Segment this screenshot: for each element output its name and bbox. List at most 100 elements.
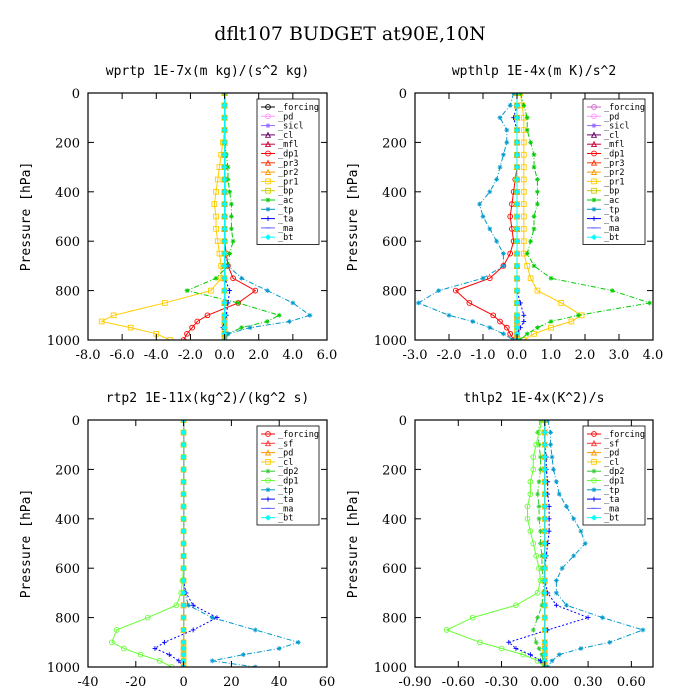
series-ta-point bbox=[521, 312, 527, 318]
series-ac-point bbox=[575, 312, 581, 318]
chart-panel-1: wprtp 1E-7x(m kg)/(s^2 kg) Pressure [hPa]… bbox=[19, 64, 337, 363]
legend-sicl-marker bbox=[591, 123, 597, 128]
series-dp1-point bbox=[490, 312, 497, 319]
legend-cl-label: _cl bbox=[278, 131, 293, 141]
series-tp-point bbox=[487, 325, 493, 331]
series-tp-point bbox=[290, 300, 296, 306]
x-tick-label: -0.90 bbox=[398, 675, 431, 690]
legend-pr1-marker bbox=[265, 178, 271, 185]
series-tp-point bbox=[436, 288, 442, 293]
x-tick-label: 0.00 bbox=[530, 675, 559, 690]
legend-dp1-label: _dp1 bbox=[278, 150, 298, 160]
y-tick-label: 600 bbox=[382, 235, 407, 250]
legend-ta-marker bbox=[591, 496, 597, 502]
series-tp-point bbox=[487, 189, 493, 195]
legend-bp-label: _bp bbox=[604, 187, 619, 197]
series-tp-point bbox=[185, 602, 191, 608]
legend-cl-marker bbox=[264, 131, 272, 138]
legend-pr1-label: _pr1 bbox=[278, 177, 298, 187]
y-tick-label: 1000 bbox=[374, 334, 407, 349]
series-bt-point bbox=[514, 176, 520, 183]
series-dp2-point bbox=[533, 639, 539, 645]
x-tick-label: 40 bbox=[271, 675, 288, 690]
series-tp-point bbox=[497, 115, 503, 121]
x-tick-label: 4.0 bbox=[643, 348, 664, 363]
series-pr1-point bbox=[167, 337, 173, 340]
legend-bp-label: _bp bbox=[278, 187, 293, 197]
legend-pr3-marker bbox=[590, 159, 598, 166]
series-tp-point bbox=[564, 504, 569, 509]
series-dp2-point bbox=[538, 528, 543, 534]
series-bt-point bbox=[541, 441, 548, 448]
series-group bbox=[98, 93, 313, 340]
legend-dp1-label: _dp1 bbox=[604, 150, 624, 160]
series-pr1-point bbox=[520, 139, 527, 146]
series-bt-point bbox=[514, 287, 520, 294]
legend-ta-label: _ta bbox=[278, 495, 293, 505]
legend-dp1-marker bbox=[591, 477, 597, 484]
legend-forcing-marker bbox=[265, 431, 271, 437]
x-tick-label: 60 bbox=[319, 675, 336, 690]
legend-pr3-label: _pr3 bbox=[604, 159, 624, 169]
series-ac-point bbox=[548, 319, 554, 324]
series-dp1-point bbox=[520, 651, 527, 658]
y-tick-label: 600 bbox=[55, 235, 80, 250]
chart-panels: wprtp 1E-7x(m kg)/(s^2 kg) Pressure [hPa]… bbox=[19, 64, 663, 690]
y-tick-label: 600 bbox=[55, 562, 80, 577]
x-tick-label: 0.0 bbox=[214, 348, 235, 363]
series-tp-point bbox=[553, 578, 559, 583]
series-bt-point bbox=[514, 225, 520, 232]
legend-mfl-label: _mfl bbox=[604, 140, 624, 150]
legend-dp1-marker bbox=[591, 150, 597, 157]
legend-dp2-label: _dp2 bbox=[278, 467, 298, 477]
series-tp-point bbox=[494, 238, 499, 244]
series-dp1-point bbox=[144, 614, 151, 621]
series-dp1-point bbox=[469, 614, 476, 621]
legend-tp-marker bbox=[591, 206, 597, 212]
legend-sicl-marker bbox=[265, 123, 271, 128]
series-tp-point bbox=[551, 467, 556, 472]
legend-cl-marker bbox=[265, 459, 271, 465]
legend-tp-label: _tp bbox=[604, 486, 619, 496]
series-ac-point bbox=[239, 325, 245, 331]
series-bt-point bbox=[221, 102, 228, 109]
series-pr1-point bbox=[548, 324, 554, 331]
legend-ac-marker bbox=[591, 197, 597, 203]
series-bt-point bbox=[514, 250, 520, 257]
y-tick-label: 200 bbox=[55, 136, 80, 151]
series-bt-point bbox=[514, 299, 520, 306]
series-bt-point bbox=[541, 466, 548, 473]
series-tp-point bbox=[504, 140, 510, 145]
y-axis-label: Pressure [hPa] bbox=[19, 489, 34, 599]
series-pr1-point bbox=[520, 225, 527, 232]
series-bt-point bbox=[541, 454, 548, 461]
series-bt-point bbox=[514, 164, 520, 171]
x-tick-label: 3.0 bbox=[609, 348, 630, 363]
series-bt-point bbox=[541, 589, 548, 596]
legend: _forcing_sf_pd_cl_dp2_dp1_tp_ta_ma_bt bbox=[256, 425, 320, 526]
series-ac-point bbox=[524, 251, 530, 256]
legend-ma-label: _ma bbox=[278, 504, 293, 514]
legend-mfl-marker bbox=[590, 140, 598, 148]
series-dp2-point bbox=[536, 479, 542, 485]
legend-pr3-label: _pr3 bbox=[278, 159, 298, 169]
series-pr1-point bbox=[520, 238, 527, 245]
series-bt-point bbox=[180, 645, 187, 652]
y-tick-label: 200 bbox=[382, 136, 407, 151]
legend-pr2-marker bbox=[264, 168, 272, 175]
series-bt-point bbox=[180, 552, 187, 559]
series-tp-point bbox=[501, 263, 506, 269]
legend-bt-label: _bt bbox=[604, 233, 619, 243]
y-tick-label: 0 bbox=[72, 414, 80, 429]
series-bt-point bbox=[180, 454, 187, 461]
panel-title: wpthlp 1E-4x(m K)/s^2 bbox=[452, 64, 616, 79]
x-tick-label: -0.60 bbox=[442, 675, 475, 690]
y-tick-label: 0 bbox=[72, 87, 80, 102]
series-ta-point bbox=[527, 652, 533, 658]
x-tick-label: -3.0 bbox=[402, 348, 427, 363]
series-bt-point bbox=[180, 602, 187, 609]
series-bt-point bbox=[221, 287, 228, 294]
series-tp-point bbox=[252, 627, 258, 633]
legend-cl-label: _cl bbox=[278, 458, 293, 468]
